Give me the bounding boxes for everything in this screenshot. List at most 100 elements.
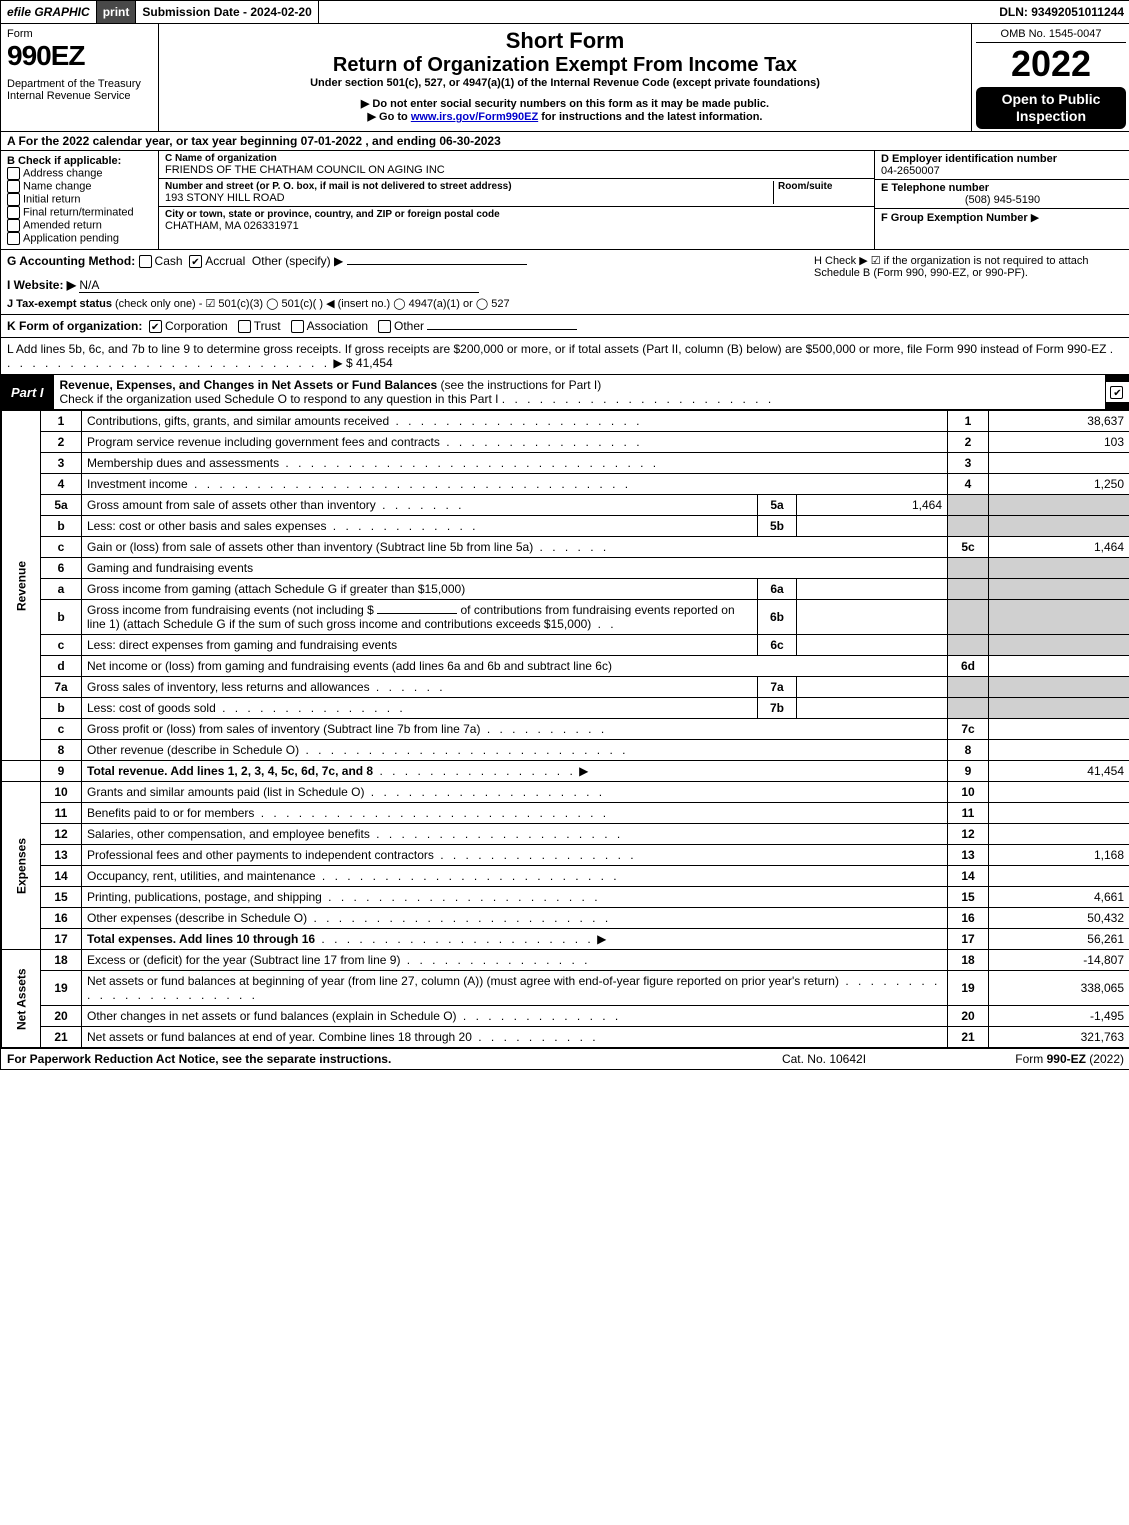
f-label: F Group Exemption Number (881, 212, 1028, 224)
i-label: I Website: ▶ (7, 278, 76, 292)
section-e: E Telephone number (508) 945-5190 (875, 180, 1129, 209)
chk-final-return[interactable]: Final return/terminated (7, 206, 152, 219)
section-f: F Group Exemption Number ▶ (875, 209, 1129, 226)
part1-schedule-o-check[interactable] (1105, 382, 1129, 402)
part1-header: Part I Revenue, Expenses, and Changes in… (1, 375, 1129, 410)
efile-label: efile GRAPHIC (1, 1, 97, 23)
form-990ez-page: efile GRAPHIC print Submission Date - 20… (0, 0, 1129, 1070)
chk-name-change[interactable]: Name change (7, 180, 152, 193)
street-row: Number and street (or P. O. box, if mail… (159, 179, 874, 207)
other-specify-line (347, 264, 527, 265)
section-def: D Employer identification number 04-2650… (875, 151, 1129, 249)
chk-cash[interactable] (139, 255, 152, 268)
chk-amended-return[interactable]: Amended return (7, 219, 152, 232)
e-label: E Telephone number (881, 182, 1124, 194)
row-1: Revenue 1 Contributions, gifts, grants, … (2, 411, 1129, 432)
open-to-public-badge: Open to Public Inspection (976, 87, 1126, 129)
section-i: I Website: ▶ N/A (7, 278, 1124, 293)
irs-label: Internal Revenue Service (7, 90, 152, 102)
row-2: 2Program service revenue including gover… (2, 432, 1129, 453)
form-number: 990EZ (7, 40, 152, 72)
row-3: 3Membership dues and assessments . . . .… (2, 453, 1129, 474)
row-20: 20Other changes in net assets or fund ba… (2, 1006, 1129, 1027)
row-18: Net Assets 18Excess or (deficit) for the… (2, 950, 1129, 971)
return-title: Return of Organization Exempt From Incom… (165, 54, 965, 77)
b-label: B Check if applicable: (7, 155, 152, 167)
row-5a: 5aGross amount from sale of assets other… (2, 495, 1129, 516)
section-l: L Add lines 5b, 6c, and 7b to line 9 to … (1, 338, 1129, 375)
chk-corporation[interactable] (149, 320, 162, 333)
d-label: D Employer identification number (881, 153, 1124, 165)
row-10: Expenses 10Grants and similar amounts pa… (2, 782, 1129, 803)
row-14: 14Occupancy, rent, utilities, and mainte… (2, 866, 1129, 887)
chk-application-pending[interactable]: Application pending (7, 232, 152, 245)
warning-ssn: ▶ Do not enter social security numbers o… (165, 97, 965, 110)
city-row: City or town, state or province, country… (159, 207, 874, 234)
section-d: D Employer identification number 04-2650… (875, 151, 1129, 180)
row-6d: dNet income or (loss) from gaming and fu… (2, 656, 1129, 677)
chk-association[interactable] (291, 320, 304, 333)
short-form-title: Short Form (165, 28, 965, 54)
org-name: FRIENDS OF THE CHATHAM COUNCIL ON AGING … (165, 164, 868, 176)
section-h: H Check ▶ ☑ if the organization is not r… (814, 254, 1124, 279)
form-footer: For Paperwork Reduction Act Notice, see … (1, 1048, 1129, 1069)
irs-link[interactable]: www.irs.gov/Form990EZ (411, 111, 538, 123)
omb-number: OMB No. 1545-0047 (976, 26, 1126, 43)
section-bcdef: B Check if applicable: Address change Na… (1, 151, 1129, 250)
row-17: 17Total expenses. Add lines 10 through 1… (2, 929, 1129, 950)
top-bar: efile GRAPHIC print Submission Date - 20… (1, 1, 1129, 24)
row-6c: cLess: direct expenses from gaming and f… (2, 635, 1129, 656)
chk-initial-return[interactable]: Initial return (7, 193, 152, 206)
k-label: K Form of organization: (7, 319, 142, 333)
row-5b: bLess: cost or other basis and sales exp… (2, 516, 1129, 537)
ein-value: 04-2650007 (881, 165, 1124, 177)
l-text: L Add lines 5b, 6c, and 7b to line 9 to … (7, 342, 1106, 356)
f-arrow: ▶ (1031, 212, 1039, 224)
print-button[interactable]: print (97, 1, 137, 23)
part1-label: Part I (1, 382, 54, 403)
chk-address-change[interactable]: Address change (7, 167, 152, 180)
row-19: 19Net assets or fund balances at beginni… (2, 971, 1129, 1006)
row-7a: 7aGross sales of inventory, less returns… (2, 677, 1129, 698)
subtitle: Under section 501(c), 527, or 4947(a)(1)… (165, 77, 965, 89)
header-center: Short Form Return of Organization Exempt… (159, 24, 972, 131)
org-name-row: C Name of organization FRIENDS OF THE CH… (159, 151, 874, 179)
row-6: 6Gaming and fundraising events (2, 558, 1129, 579)
row-7b: bLess: cost of goods sold . . . . . . . … (2, 698, 1129, 719)
side-expenses: Expenses (2, 782, 41, 950)
website-value: N/A (79, 278, 479, 293)
side-revenue: Revenue (2, 411, 41, 761)
section-k: K Form of organization: Corporation Trus… (1, 315, 1129, 338)
dln-label: DLN: 93492051011244 (993, 1, 1129, 23)
row-8: 8Other revenue (describe in Schedule O) … (2, 740, 1129, 761)
j-text: (check only one) - ☑ 501(c)(3) ◯ 501(c)(… (115, 298, 510, 310)
street-label: Number and street (or P. O. box, if mail… (165, 181, 773, 192)
row-16: 16Other expenses (describe in Schedule O… (2, 908, 1129, 929)
chk-trust[interactable] (238, 320, 251, 333)
chk-other-org[interactable] (378, 320, 391, 333)
form-header: Form 990EZ Department of the Treasury In… (1, 24, 1129, 132)
row-6a: aGross income from gaming (attach Schedu… (2, 579, 1129, 600)
c-name-label: C Name of organization (165, 153, 868, 164)
street-value: 193 STONY HILL ROAD (165, 192, 773, 204)
g-label: G Accounting Method: (7, 254, 135, 268)
row-13: 13Professional fees and other payments t… (2, 845, 1129, 866)
l-value: $ 41,454 (346, 356, 393, 370)
footer-catno: Cat. No. 10642I (724, 1052, 924, 1066)
row-11: 11Benefits paid to or for members . . . … (2, 803, 1129, 824)
footer-formid: Form 990-EZ (2022) (924, 1052, 1124, 1066)
row-5c: cGain or (loss) from sale of assets othe… (2, 537, 1129, 558)
warning-goto: ▶ Go to www.irs.gov/Form990EZ for instru… (165, 110, 965, 123)
row-6b: b Gross income from fundraising events (… (2, 600, 1129, 635)
side-netassets: Net Assets (2, 950, 41, 1048)
section-ghij: G Accounting Method: Cash Accrual Other … (1, 250, 1129, 315)
chk-accrual[interactable] (189, 255, 202, 268)
goto-pre: ▶ Go to (368, 111, 411, 123)
dept-label: Department of the Treasury (7, 78, 152, 90)
city-label: City or town, state or province, country… (165, 209, 868, 220)
section-j: J Tax-exempt status (check only one) - ☑… (7, 297, 1124, 310)
other-specify: Other (specify) ▶ (252, 254, 343, 268)
room-label: Room/suite (778, 181, 868, 192)
row-7c: cGross profit or (loss) from sales of in… (2, 719, 1129, 740)
part1-table: Revenue 1 Contributions, gifts, grants, … (1, 410, 1129, 1048)
